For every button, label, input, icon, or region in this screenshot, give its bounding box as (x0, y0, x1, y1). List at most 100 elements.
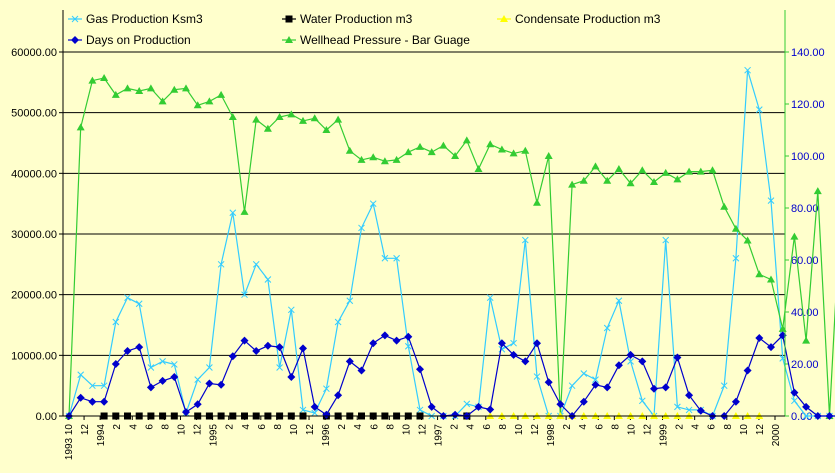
gas-production-ksm3-point (627, 358, 634, 365)
days-on-production-point (345, 357, 354, 366)
right-tick-label: 80.00 (791, 203, 819, 215)
left-tick-label: 10000.00 (11, 350, 57, 362)
days-on-production-point (626, 350, 635, 359)
wellhead-pressure-bar-guage-point (614, 165, 623, 172)
right-axis-ticks: 0.00 20.00 40.00 60.00 80.00 100.00 120.00 140.… (785, 47, 825, 423)
wellhead-pressure-bar-guage-point (661, 168, 670, 176)
gas-production-ksm3-point (416, 406, 424, 414)
x-tick-label: 10 (514, 424, 525, 436)
wellhead-pressure-bar-guage-point (521, 146, 530, 154)
legend-label: Condensate Production m3 (515, 12, 661, 26)
series-line (68, 334, 835, 417)
days-on-production-point (685, 391, 694, 400)
legend-swatch-point (71, 36, 79, 44)
gas-production-ksm3-point (77, 371, 85, 379)
x-tick-label: 6 (144, 424, 155, 430)
wellhead-pressure-bar-guage-point (603, 176, 612, 184)
x-tick-label: 6 (482, 424, 493, 430)
x-tick-label: 12 (193, 424, 204, 436)
wellhead-pressure-bar-guage-point (802, 336, 811, 344)
wellhead-pressure-bar-guage-point (299, 116, 307, 124)
days-on-production-point (813, 412, 822, 420)
gas-production-ksm3-point (206, 364, 213, 371)
wellhead-pressure-bar-guage-point (334, 115, 343, 123)
gas-production-ksm3-point (124, 294, 131, 302)
days-on-production-point (451, 410, 460, 419)
wellhead-pressure-bar-guage-point (509, 149, 518, 157)
gas-production-ksm3-point (603, 324, 611, 332)
days-on-production-point (521, 357, 530, 366)
days-on-production-point (123, 347, 132, 355)
wellhead-pressure-bar-guage-point (673, 175, 682, 183)
x-tick-label: 12 (80, 424, 91, 436)
left-tick-label: 0.00 (36, 411, 57, 423)
x-tick-label: 1997 (434, 424, 445, 447)
gas-production-ksm3-point (685, 406, 693, 414)
series-days-on-production (65, 331, 835, 420)
legend-swatch-point (285, 15, 293, 23)
x-tick-label: 1996 (321, 424, 332, 447)
gas-production-ksm3-point (276, 364, 283, 371)
gas-production-ksm3-point (463, 400, 471, 408)
days-on-production-point (650, 384, 658, 393)
gas-production-ksm3-point (147, 364, 155, 371)
legend: Gas Production Ksm3 Water Production m3 Co… (68, 12, 661, 47)
legend-swatch-point (71, 15, 79, 23)
wellhead-pressure-bar-guage-point (427, 148, 436, 156)
right-tick-label: 120.00 (791, 99, 825, 111)
left-tick-label: 50000.00 (11, 108, 57, 120)
x-tick-label: 4 (128, 424, 139, 430)
days-on-production-point (509, 350, 518, 359)
gas-production-ksm3-point (404, 342, 412, 350)
gas-production-ksm3-point (580, 370, 588, 377)
days-on-production-point (369, 339, 378, 348)
x-tick-label: 12 (305, 424, 316, 436)
wellhead-pressure-bar-guage-point (217, 90, 226, 98)
gas-production-ksm3-point (287, 306, 295, 314)
days-on-production-point (322, 410, 331, 419)
wellhead-pressure-bar-guage-point (263, 124, 272, 132)
wellhead-pressure-bar-guage-point (696, 167, 705, 175)
days-on-production-point (275, 343, 284, 352)
x-tick-label: 10 (401, 424, 412, 436)
days-on-production-point (205, 379, 214, 388)
wellhead-pressure-bar-guage-point (708, 166, 717, 174)
days-on-production-point (416, 365, 424, 374)
gas-production-ksm3-point (486, 294, 494, 302)
x-tick-label: 10 (739, 424, 750, 436)
gas-production-ksm3-point (241, 291, 248, 299)
gas-production-ksm3-point (323, 385, 330, 393)
wellhead-pressure-bar-guage-point (322, 126, 331, 133)
gas-production-ksm3-point (334, 318, 342, 326)
days-on-production-point (76, 393, 85, 402)
days-on-production-point (228, 352, 237, 361)
right-tick-label: 0.00 (791, 411, 812, 423)
days-on-production-point (544, 378, 553, 387)
days-on-production-point (100, 397, 109, 406)
days-on-production-point (170, 373, 179, 381)
days-on-production-point (182, 408, 190, 417)
days-on-production-point (579, 397, 588, 406)
wellhead-pressure-bar-guage-point (568, 180, 577, 188)
gas-production-ksm3-point (311, 409, 319, 417)
x-tick-label: 2 (450, 424, 461, 430)
days-on-production-point (731, 397, 740, 406)
days-on-production-point (263, 341, 272, 350)
x-tick-label: 10 (626, 424, 637, 436)
days-on-production-point (252, 347, 261, 355)
wellhead-pressure-bar-guage-point (135, 87, 144, 94)
series-line (68, 70, 835, 418)
x-tick-label: 8 (610, 424, 621, 430)
gas-production-ksm3-point (100, 382, 108, 390)
gas-production-ksm3-point (662, 236, 670, 244)
right-tick-label: 20.00 (791, 359, 819, 371)
x-tick-label: 4 (466, 424, 477, 430)
right-tick-label: 40.00 (791, 307, 819, 319)
left-tick-label: 40000.00 (11, 168, 57, 180)
gridlines (63, 51, 785, 356)
x-tick-label: 8 (385, 424, 396, 430)
legend-label: Wellhead Pressure - Bar Guage (300, 33, 470, 47)
wellhead-pressure-bar-guage-point (275, 113, 284, 120)
x-tick-label: 6 (594, 424, 605, 430)
wellhead-pressure-bar-guage-point (357, 155, 366, 163)
